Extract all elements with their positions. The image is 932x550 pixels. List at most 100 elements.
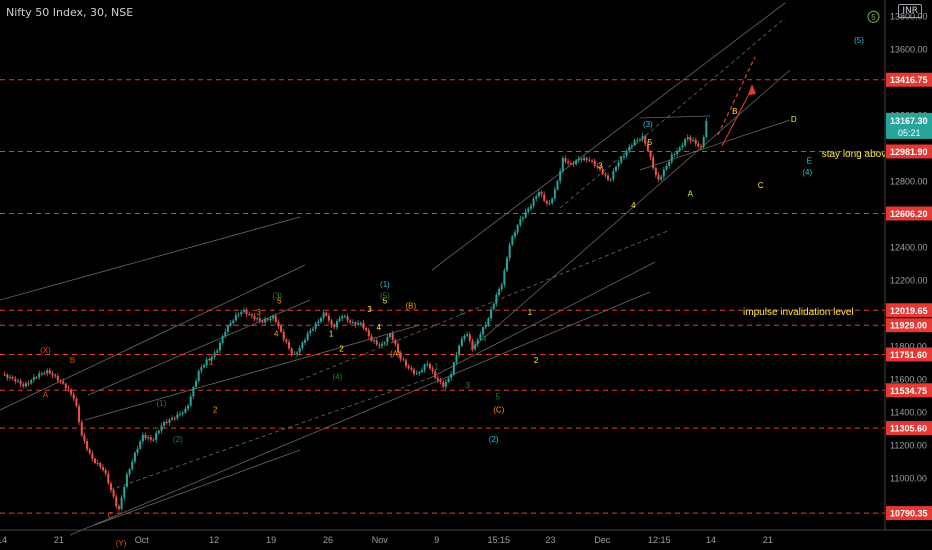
channel-line — [431, 2, 786, 271]
wave-label: 4 — [377, 323, 382, 332]
candle-body — [676, 150, 679, 155]
candle-body — [35, 377, 38, 379]
candle-body — [468, 334, 471, 341]
candle-body — [277, 321, 280, 326]
candle-body — [128, 468, 131, 475]
candle-body — [250, 314, 253, 316]
candle-body — [62, 381, 65, 384]
wave-label: 4 — [631, 201, 636, 210]
wave-label: 3 — [367, 305, 372, 314]
candle-body — [545, 200, 548, 204]
candle-body — [232, 320, 235, 323]
candle-body — [83, 435, 86, 442]
wave-label: B — [732, 107, 737, 116]
candle-body — [415, 373, 418, 375]
candle-body — [96, 462, 99, 464]
candle-body — [181, 412, 184, 414]
candle-body — [115, 496, 118, 507]
candle-body — [184, 408, 187, 413]
candle-body — [601, 168, 604, 174]
candle-body — [521, 217, 524, 219]
candle-body — [27, 383, 30, 385]
candle-body — [412, 369, 415, 374]
candle-body — [285, 339, 288, 343]
candle-body — [423, 364, 426, 371]
candle-body — [673, 154, 676, 156]
candle-body — [450, 374, 453, 378]
candle-body — [596, 165, 599, 168]
candle-body — [234, 314, 237, 321]
candle-body — [644, 135, 647, 144]
wave-label: (1) — [380, 280, 390, 289]
candle-body — [346, 316, 349, 321]
level-price-label: 11929.00 — [890, 321, 927, 331]
candle-body — [274, 316, 277, 322]
x-tick-label: Nov — [372, 535, 389, 545]
wave-label: 1 — [329, 330, 334, 339]
candle-body — [694, 139, 697, 144]
candle-body — [479, 334, 482, 340]
candle-body — [80, 422, 83, 436]
candle-body — [434, 371, 437, 379]
chart-annotation: impulse invalidation level — [743, 307, 854, 318]
candle-body — [426, 363, 429, 365]
candle-body — [221, 335, 224, 343]
candle-body — [30, 380, 33, 384]
candle-body — [245, 309, 248, 315]
level-price-label: 12981.90 — [890, 147, 928, 157]
level-price-tag — [886, 383, 932, 398]
candle-body — [3, 374, 6, 376]
candle-body — [152, 439, 155, 441]
last-price-tag — [886, 112, 932, 139]
candle-body — [306, 333, 309, 341]
candle-body — [8, 377, 11, 379]
candle-body — [333, 325, 336, 328]
candle-body — [311, 328, 314, 331]
candle-body — [649, 151, 652, 158]
candle-body — [609, 179, 612, 181]
candle-body — [511, 236, 514, 245]
level-price-tag — [886, 318, 932, 333]
candle-body — [54, 375, 57, 377]
candle-body — [325, 312, 328, 316]
candle-body — [349, 320, 352, 323]
candle-body — [282, 331, 285, 340]
wave-label: (4) — [802, 168, 812, 177]
candle-body — [213, 352, 216, 357]
candle-body — [205, 359, 208, 366]
wave-label: (2) — [489, 435, 499, 444]
candle-body — [370, 335, 373, 341]
currency-badge[interactable]: INR — [898, 4, 922, 18]
wave-label: 5 — [277, 297, 282, 306]
candle-body — [149, 437, 152, 440]
candle-body — [109, 483, 112, 490]
candle-body — [652, 157, 655, 169]
candle-body — [686, 137, 689, 140]
channel-line — [429, 261, 656, 379]
candle-body — [107, 473, 110, 484]
x-tick-label: 21 — [763, 535, 773, 545]
candle-body — [442, 382, 445, 387]
y-tick-label: 12200.00 — [890, 276, 928, 286]
candle-body — [543, 194, 546, 201]
candle-body — [591, 160, 594, 162]
candle-body — [559, 171, 562, 182]
candle-body — [290, 348, 293, 354]
candle-body — [51, 373, 54, 376]
candle-body — [357, 322, 360, 325]
candle-body — [625, 151, 628, 156]
candle-body — [240, 311, 243, 315]
candle-body — [697, 143, 700, 147]
candle-body — [131, 461, 134, 469]
candle-body — [463, 335, 466, 339]
candle-body — [141, 434, 144, 442]
y-tick-label: 11800.00 — [890, 342, 927, 352]
wave-label: 3 — [598, 161, 603, 170]
candle-body — [407, 365, 410, 368]
candle-body — [173, 418, 176, 420]
last-price-label: 13167.30 — [890, 116, 928, 126]
candle-body — [490, 309, 493, 319]
x-tick-label: Dec — [594, 535, 611, 545]
candle-body — [373, 340, 376, 342]
